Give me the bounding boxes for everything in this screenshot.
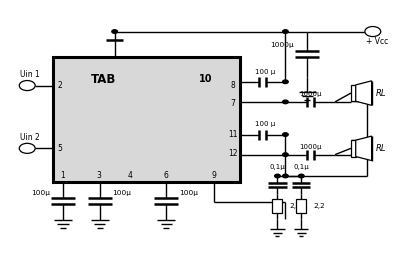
Circle shape [283, 174, 288, 178]
Text: 100μ: 100μ [31, 190, 50, 196]
Bar [296, 199, 306, 213]
Text: 9: 9 [212, 171, 216, 181]
Text: 12: 12 [228, 149, 237, 158]
Text: + Vcc: + Vcc [366, 37, 388, 46]
Circle shape [283, 100, 288, 104]
Circle shape [19, 143, 35, 153]
Circle shape [283, 153, 288, 156]
Text: 8: 8 [230, 81, 235, 90]
Text: 10: 10 [199, 74, 213, 84]
Text: 100μ: 100μ [179, 190, 198, 196]
Circle shape [283, 80, 288, 84]
Text: 100 μ: 100 μ [256, 121, 276, 128]
Text: Uin 1: Uin 1 [20, 70, 40, 79]
Text: 100μ: 100μ [113, 190, 132, 196]
Text: 4: 4 [128, 171, 133, 181]
Text: 100 μ: 100 μ [256, 69, 276, 75]
Text: 1000μ: 1000μ [270, 42, 294, 47]
Text: RL: RL [376, 89, 386, 98]
Text: 11: 11 [228, 130, 237, 139]
Bar [272, 199, 282, 213]
Text: 1000μ: 1000μ [299, 91, 322, 97]
Bar [351, 85, 356, 101]
Circle shape [275, 174, 280, 178]
Bar [351, 140, 356, 156]
Text: RL: RL [376, 144, 386, 153]
Text: TAB: TAB [91, 73, 116, 86]
Text: 1: 1 [60, 171, 65, 181]
Circle shape [19, 81, 35, 91]
Circle shape [365, 26, 381, 37]
Text: 0,1μ: 0,1μ [294, 164, 309, 170]
Polygon shape [356, 81, 372, 105]
Circle shape [112, 30, 118, 33]
Bar [53, 57, 240, 182]
Text: 5: 5 [58, 144, 63, 153]
Text: 3: 3 [96, 171, 101, 181]
Text: 7: 7 [230, 99, 235, 108]
Text: 2,2: 2,2 [314, 203, 325, 209]
Text: 2: 2 [58, 81, 62, 90]
Circle shape [283, 133, 288, 136]
Text: 0,1μ: 0,1μ [270, 164, 285, 170]
Circle shape [298, 174, 304, 178]
Polygon shape [356, 136, 372, 161]
Text: 2,2: 2,2 [290, 203, 301, 209]
Text: 1000μ: 1000μ [299, 144, 322, 150]
Text: Uin 2: Uin 2 [20, 133, 40, 141]
Text: 6: 6 [164, 171, 169, 181]
Circle shape [283, 30, 288, 33]
